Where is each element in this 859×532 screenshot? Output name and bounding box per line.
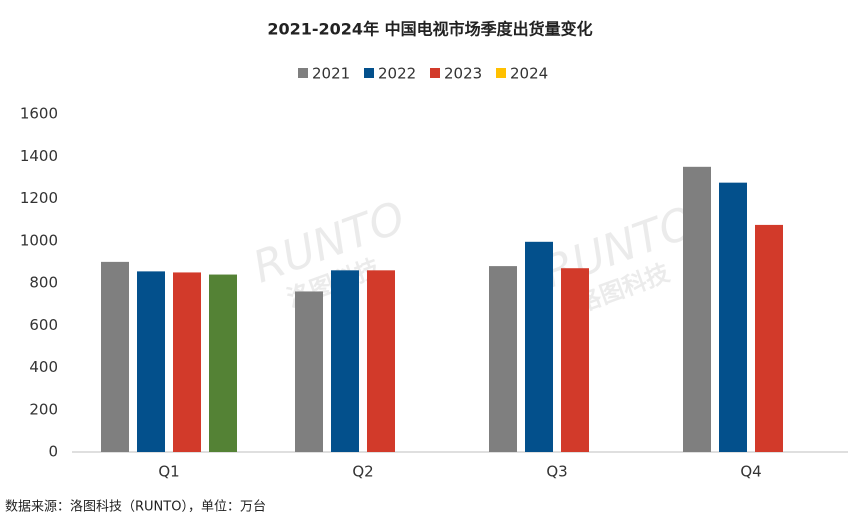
source-note: 数据来源：洛图科技（RUNTO），单位：万台	[5, 500, 266, 515]
y-tick-label: 1600	[20, 105, 58, 123]
y-tick-label: 200	[29, 400, 58, 418]
y-tick-label: 1200	[20, 189, 58, 207]
bar	[173, 272, 201, 452]
y-tick-label: 1000	[20, 231, 58, 249]
y-tick-label: 1400	[20, 147, 58, 165]
y-tick-label: 0	[48, 443, 58, 461]
y-tick-label: 600	[29, 316, 58, 334]
x-tick-label: Q3	[546, 463, 567, 481]
legend-label: 2022	[378, 65, 416, 83]
legend-label: 2021	[312, 65, 350, 83]
y-tick-label: 800	[29, 274, 58, 292]
bar	[719, 182, 747, 452]
bar	[209, 274, 237, 452]
bar	[331, 270, 359, 452]
legend-label: 2023	[444, 65, 482, 83]
bar	[489, 266, 517, 452]
legend-swatch	[496, 68, 506, 78]
legend-swatch	[364, 68, 374, 78]
bar	[295, 291, 323, 452]
x-tick-label: Q2	[352, 463, 373, 481]
bar	[367, 270, 395, 452]
legend-swatch	[298, 68, 308, 78]
legend-swatch	[430, 68, 440, 78]
x-tick-label: Q1	[158, 463, 179, 481]
bar	[755, 224, 783, 452]
chart-title: 2021-2024年 中国电视市场季度出货量变化	[267, 20, 592, 39]
bar	[137, 271, 165, 452]
bar	[683, 166, 711, 452]
bar	[561, 268, 589, 452]
bar	[525, 241, 553, 452]
bar	[101, 261, 129, 452]
y-tick-label: 400	[29, 358, 58, 376]
legend-label: 2024	[510, 65, 548, 83]
x-tick-label: Q4	[740, 463, 761, 481]
